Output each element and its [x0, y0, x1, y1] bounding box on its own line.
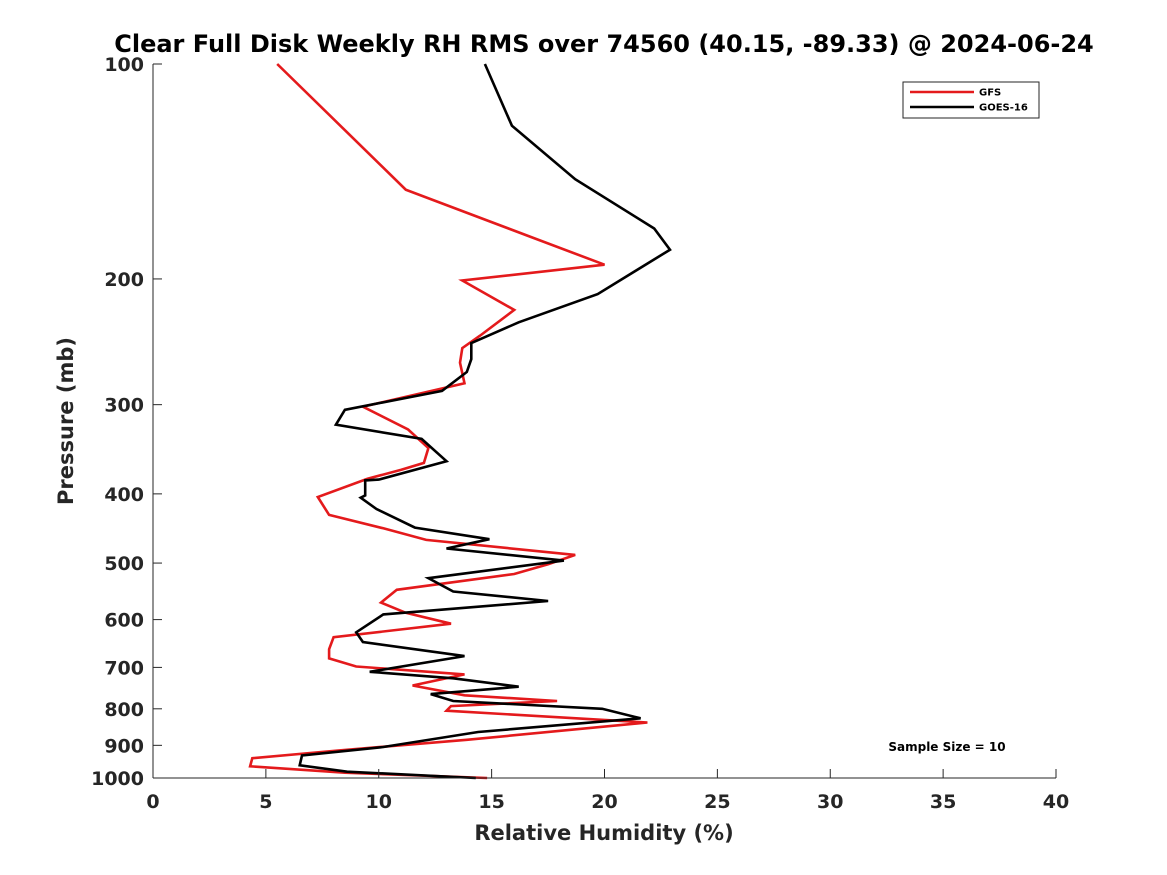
legend-box [902, 81, 1040, 119]
y-tick-label: 500 [104, 553, 144, 575]
legend-label-gfs: GFS [979, 88, 1001, 99]
series-line-goes-16 [298, 63, 672, 780]
x-tick-label: 20 [591, 791, 617, 813]
x-axis-label: Relative Humidity (%) [474, 821, 733, 845]
y-axis-label: Pressure (mb) [54, 337, 78, 505]
y-tick-label: 200 [104, 269, 144, 291]
x-tick-label: 5 [259, 791, 272, 813]
series-line-gfs [248, 63, 648, 780]
x-tick-label: 35 [930, 791, 956, 813]
chart-title: Clear Full Disk Weekly RH RMS over 74560… [114, 30, 1094, 58]
axes: 0 5 10 15 20 25 30 35 40 100 200 300 400 500 600 700 800… [91, 54, 1069, 813]
x-tick-label: 15 [478, 791, 504, 813]
x-tick-label: 40 [1043, 791, 1069, 813]
y-tick-label: 900 [104, 735, 144, 757]
y-tick-label: 800 [104, 699, 144, 721]
x-tick-label: 25 [704, 791, 730, 813]
y-tick-label: 300 [104, 395, 144, 417]
y-tick-label: 1000 [91, 768, 144, 790]
x-tick-label: 30 [817, 791, 843, 813]
legend-label-goes-16: GOES-16 [979, 103, 1028, 114]
x-tick-label: 10 [366, 791, 392, 813]
x-tick-label: 0 [146, 791, 159, 813]
sample-size-annotation: Sample Size = 10 [888, 740, 1005, 754]
y-tick-label: 400 [104, 484, 144, 506]
y-tick-label: 100 [104, 54, 144, 76]
y-tick-label: 700 [104, 657, 144, 679]
y-tick-label: 600 [104, 610, 144, 632]
legend: GFS GOES-16 [902, 81, 1040, 119]
plot-area [248, 63, 672, 780]
